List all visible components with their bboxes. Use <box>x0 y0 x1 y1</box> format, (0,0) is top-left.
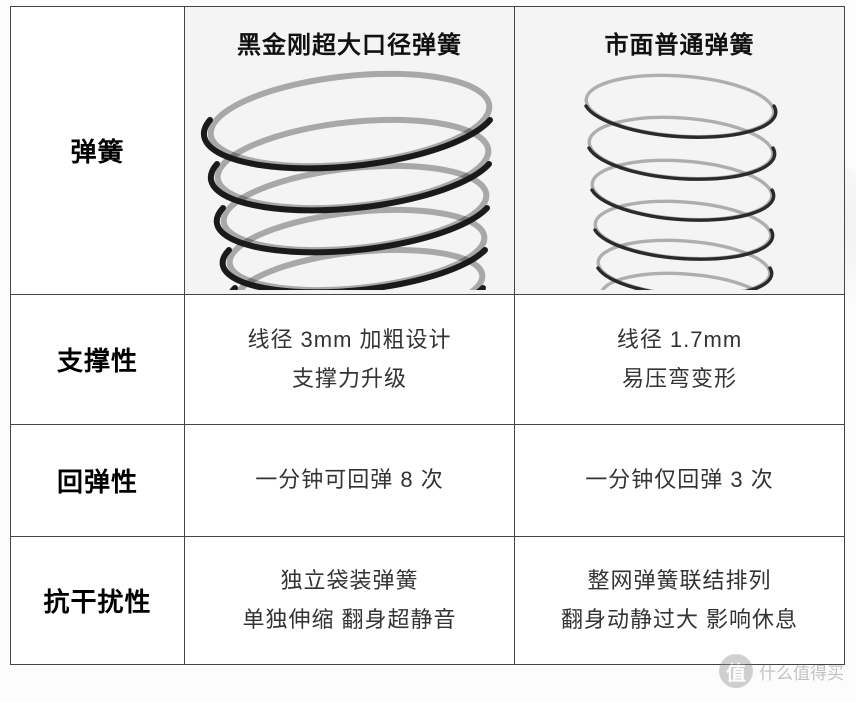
ordinary-spring-graphic <box>515 60 844 290</box>
anti-ordinary-cell: 整网弹簧联结排列 翻身动静过大 影响休息 <box>515 537 845 665</box>
rebound-ordinary-text: 一分钟仅回弹 3 次 <box>515 461 844 500</box>
anti-premium-cell: 独立袋装弹簧 单独伸缩 翻身超静音 <box>185 537 515 665</box>
anti-ordinary-line1: 整网弹簧联结排列 <box>515 562 844 601</box>
anti-premium-line1: 独立袋装弹簧 <box>185 562 514 601</box>
row-label-rebound: 回弹性 <box>11 425 185 537</box>
support-premium-cell: 线径 3mm 加粗设计 支撑力升级 <box>185 295 515 425</box>
premium-spring-cell: 黑金刚超大口径弹簧 <box>185 7 515 295</box>
anti-ordinary-line2: 翻身动静过大 影响休息 <box>515 601 844 640</box>
anti-premium-line2: 单独伸缩 翻身超静音 <box>185 601 514 640</box>
row-anti: 抗干扰性 独立袋装弹簧 单独伸缩 翻身超静音 整网弹簧联结排列 翻身动静过大 影… <box>11 537 845 665</box>
support-ordinary-line1: 线径 1.7mm <box>515 321 844 360</box>
premium-column-title: 黑金刚超大口径弹簧 <box>185 11 514 60</box>
comparison-table: 弹簧 黑金刚超大口径弹簧 市面普通弹簧 支撑性 线径 3mm 加粗设计 支撑力升… <box>10 6 845 665</box>
spring-icon <box>185 60 514 290</box>
row-label-support: 支撑性 <box>11 295 185 425</box>
rebound-premium-text: 一分钟可回弹 8 次 <box>185 461 514 500</box>
watermark: 值 什么值得买 <box>719 654 844 688</box>
rebound-premium-cell: 一分钟可回弹 8 次 <box>185 425 515 537</box>
premium-spring-graphic <box>185 60 514 290</box>
row-spring: 弹簧 黑金刚超大口径弹簧 市面普通弹簧 <box>11 7 845 295</box>
watermark-text: 什么值得买 <box>759 659 844 684</box>
ordinary-spring-cell: 市面普通弹簧 <box>515 7 845 295</box>
row-label-spring: 弹簧 <box>11 7 185 295</box>
support-premium-line1: 线径 3mm 加粗设计 <box>185 321 514 360</box>
row-rebound: 回弹性 一分钟可回弹 8 次 一分钟仅回弹 3 次 <box>11 425 845 537</box>
row-label-anti: 抗干扰性 <box>11 537 185 665</box>
support-premium-line2: 支撑力升级 <box>185 360 514 399</box>
spring-icon <box>515 60 844 290</box>
support-ordinary-line2: 易压弯变形 <box>515 360 844 399</box>
row-support: 支撑性 线径 3mm 加粗设计 支撑力升级 线径 1.7mm 易压弯变形 <box>11 295 845 425</box>
watermark-icon: 值 <box>719 654 753 688</box>
rebound-ordinary-cell: 一分钟仅回弹 3 次 <box>515 425 845 537</box>
support-ordinary-cell: 线径 1.7mm 易压弯变形 <box>515 295 845 425</box>
ordinary-column-title: 市面普通弹簧 <box>515 11 844 60</box>
